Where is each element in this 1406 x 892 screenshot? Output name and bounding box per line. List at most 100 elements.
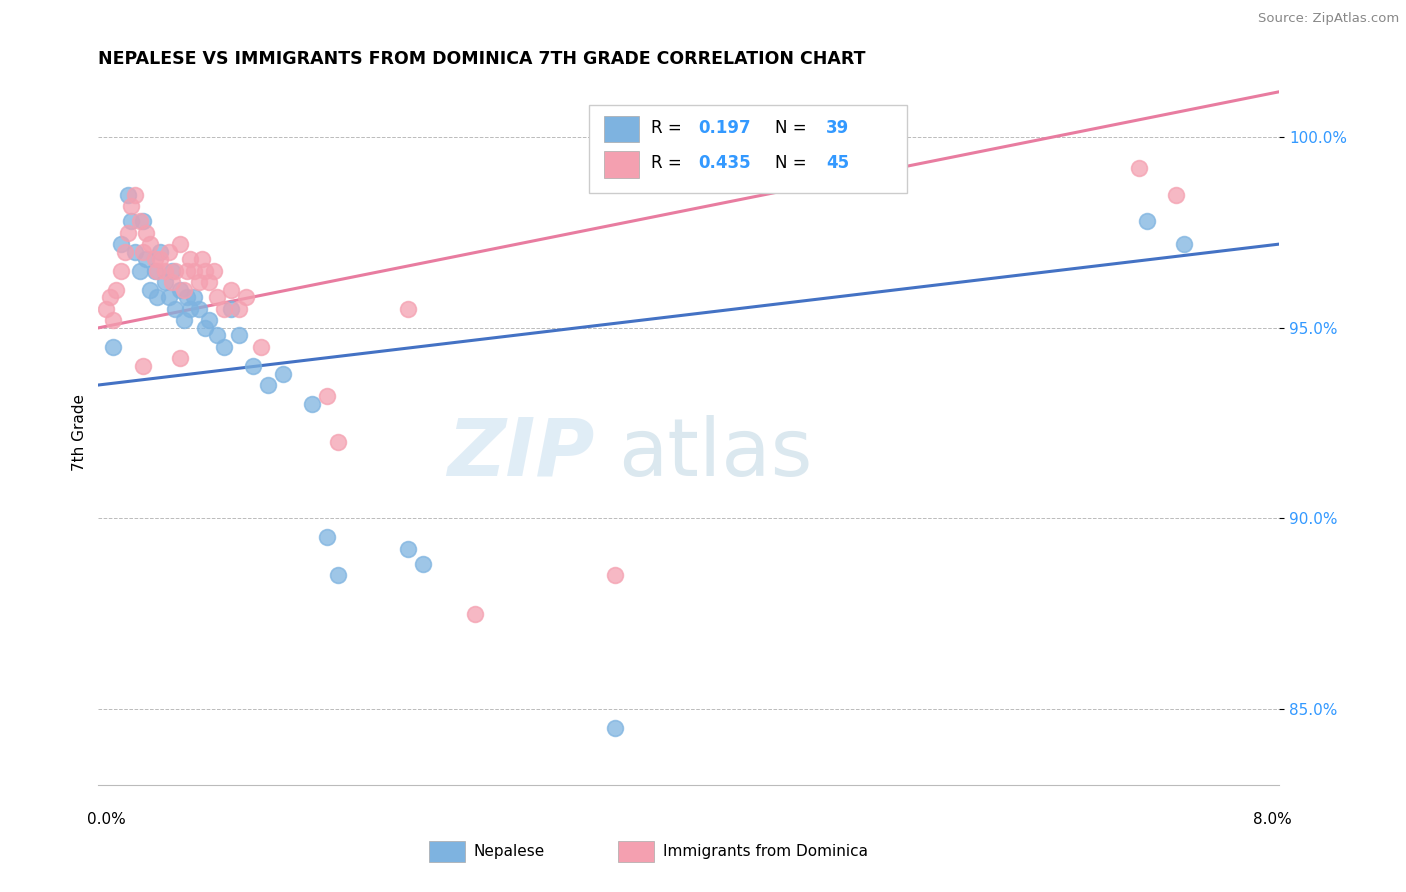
Point	[398, 541, 420, 556]
Point	[149, 252, 172, 267]
Point	[202, 264, 225, 278]
Point	[212, 340, 235, 354]
Point	[94, 301, 117, 316]
Point	[132, 214, 155, 228]
Point	[153, 275, 176, 289]
Point	[316, 530, 339, 544]
Point	[412, 557, 434, 571]
Point	[149, 244, 172, 259]
Point	[120, 214, 142, 228]
Point	[114, 244, 136, 259]
Point	[103, 313, 125, 327]
Point	[194, 264, 217, 278]
Point	[242, 359, 264, 373]
Point	[257, 378, 280, 392]
Point	[173, 283, 195, 297]
Point	[250, 340, 273, 354]
Point	[169, 237, 191, 252]
Point	[105, 283, 128, 297]
Text: Source: ZipAtlas.com: Source: ZipAtlas.com	[1258, 12, 1399, 25]
Point	[179, 252, 201, 267]
Point	[110, 264, 132, 278]
Point	[135, 252, 157, 267]
Point	[228, 328, 250, 343]
Point	[146, 290, 169, 304]
Point	[187, 301, 209, 316]
Text: atlas: atlas	[619, 415, 813, 492]
Point	[143, 264, 166, 278]
Point	[143, 252, 166, 267]
Point	[135, 226, 157, 240]
Point	[235, 290, 257, 304]
Point	[162, 264, 183, 278]
Point	[176, 290, 198, 304]
Point	[228, 301, 250, 316]
Point	[1136, 214, 1159, 228]
Point	[176, 264, 198, 278]
Point	[110, 237, 132, 252]
Point	[169, 351, 191, 366]
Text: 39: 39	[825, 120, 849, 137]
Point	[124, 244, 146, 259]
Text: R =: R =	[651, 154, 688, 172]
Point	[157, 244, 180, 259]
FancyBboxPatch shape	[429, 841, 464, 863]
Point	[183, 264, 205, 278]
Point	[464, 607, 486, 621]
FancyBboxPatch shape	[605, 116, 640, 143]
Point	[1173, 237, 1195, 252]
Text: 0.197: 0.197	[699, 120, 751, 137]
Point	[132, 359, 155, 373]
Text: R =: R =	[651, 120, 688, 137]
Point	[326, 568, 349, 582]
Point	[128, 264, 150, 278]
Point	[98, 290, 121, 304]
Point	[212, 301, 235, 316]
Point	[605, 568, 627, 582]
Point	[221, 301, 243, 316]
Point	[198, 275, 221, 289]
Text: Immigrants from Dominica: Immigrants from Dominica	[664, 845, 868, 859]
Point	[1128, 161, 1150, 175]
Point	[191, 252, 214, 267]
Y-axis label: 7th Grade: 7th Grade	[72, 394, 87, 471]
Point	[187, 275, 209, 289]
Point	[205, 328, 228, 343]
Point	[605, 721, 627, 735]
FancyBboxPatch shape	[589, 105, 907, 193]
Text: 8.0%: 8.0%	[1253, 812, 1291, 827]
Text: N =: N =	[775, 120, 813, 137]
Point	[128, 214, 150, 228]
Point	[173, 313, 195, 327]
Point	[139, 237, 162, 252]
Point	[183, 290, 205, 304]
Point	[316, 389, 339, 403]
Point	[326, 435, 349, 450]
Point	[165, 301, 187, 316]
Point	[146, 264, 169, 278]
Point	[165, 264, 187, 278]
Point	[120, 199, 142, 213]
Point	[221, 283, 243, 297]
Text: N =: N =	[775, 154, 813, 172]
Point	[117, 226, 139, 240]
Point	[271, 367, 294, 381]
Point	[169, 283, 191, 297]
Point	[398, 301, 420, 316]
Point	[157, 290, 180, 304]
Text: 45: 45	[825, 154, 849, 172]
Point	[124, 187, 146, 202]
Text: 0.0%: 0.0%	[87, 812, 125, 827]
Point	[132, 244, 155, 259]
Point	[194, 321, 217, 335]
Text: ZIP: ZIP	[447, 415, 595, 492]
Point	[162, 275, 183, 289]
FancyBboxPatch shape	[605, 151, 640, 178]
Point	[117, 187, 139, 202]
Text: NEPALESE VS IMMIGRANTS FROM DOMINICA 7TH GRADE CORRELATION CHART: NEPALESE VS IMMIGRANTS FROM DOMINICA 7TH…	[98, 50, 866, 68]
Point	[1166, 187, 1188, 202]
Text: 0.435: 0.435	[699, 154, 751, 172]
Point	[103, 340, 125, 354]
Point	[179, 301, 201, 316]
Point	[153, 264, 176, 278]
